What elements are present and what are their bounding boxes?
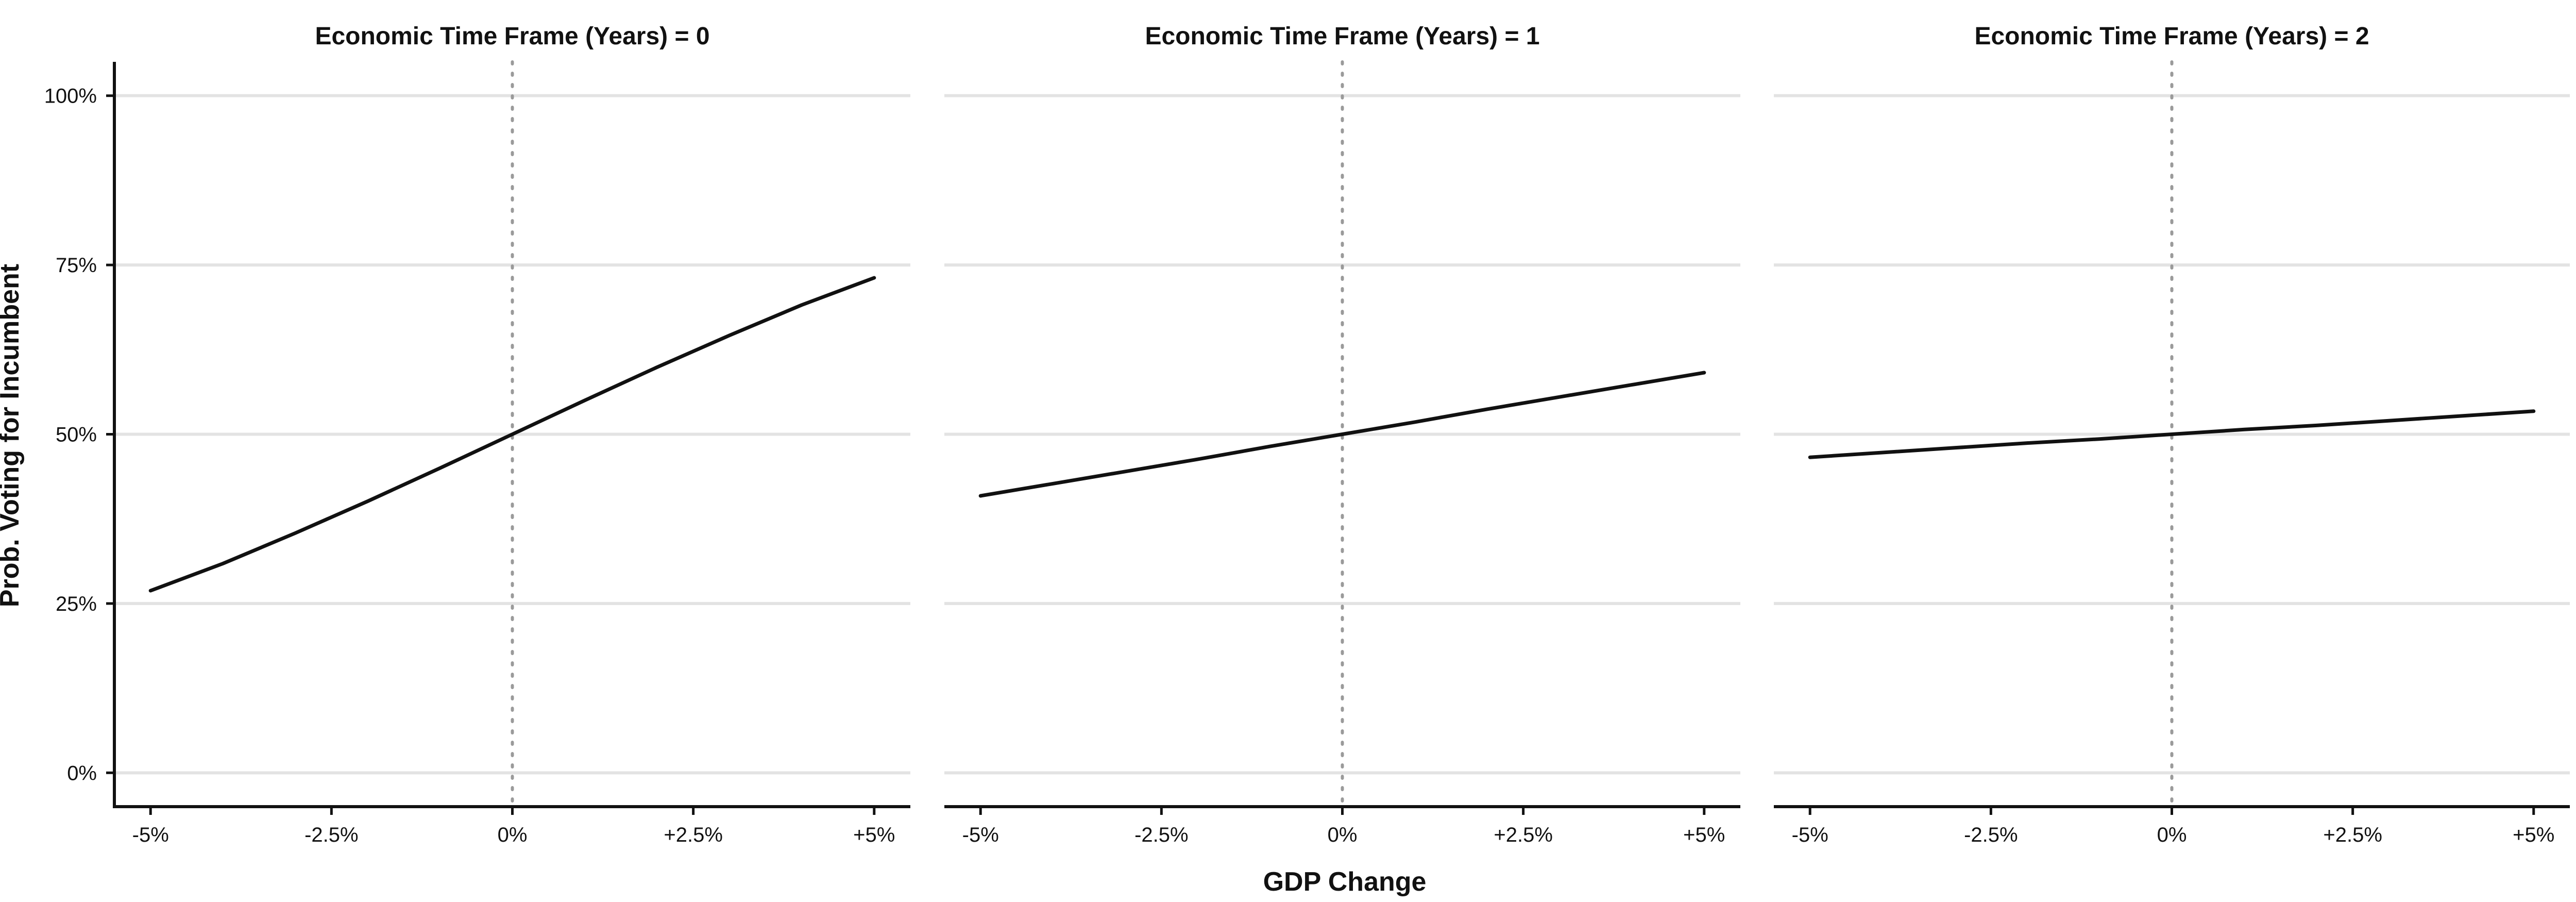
x-tick-label: 0% bbox=[2157, 824, 2187, 846]
series-line bbox=[148, 276, 876, 593]
x-tick-label: +2.5% bbox=[2323, 824, 2382, 846]
y-tick-label: 25% bbox=[56, 593, 97, 615]
y-tick-label: 75% bbox=[56, 254, 97, 277]
panels-layer: -5% -2.5% 0% +2.5% +5% 0% 25% 50% 75% 100% Economi… bbox=[44, 23, 2570, 846]
x-tick-label: 0% bbox=[498, 824, 528, 846]
x-tick-label: +5% bbox=[1683, 824, 1725, 846]
x-tick-label: +2.5% bbox=[664, 824, 723, 846]
y-axis-title: Prob. Voting for Incumbent bbox=[0, 264, 25, 607]
series-line bbox=[978, 371, 1706, 498]
panel-title: Economic Time Frame (Years) = 0 bbox=[315, 23, 709, 50]
series-line bbox=[1808, 409, 2536, 459]
x-tick-label: -5% bbox=[962, 824, 999, 846]
panel-2: -5% -2.5% 0% +2.5% +5% Economic Time Frame (Y… bbox=[944, 23, 1740, 846]
panel-title: Economic Time Frame (Years) = 1 bbox=[1145, 23, 1539, 50]
x-tick-label: +5% bbox=[2513, 824, 2554, 846]
x-tick-label: -2.5% bbox=[1964, 824, 2018, 846]
x-tick-label: -5% bbox=[132, 824, 169, 846]
x-tick-label: +5% bbox=[853, 824, 895, 846]
panel-3: -5% -2.5% 0% +2.5% +5% Economic Time Frame (Y… bbox=[1774, 23, 2570, 846]
x-tick-label: -2.5% bbox=[1134, 824, 1189, 846]
x-tick-label: +2.5% bbox=[1494, 824, 1553, 846]
x-tick-label: 0% bbox=[1328, 824, 1358, 846]
y-tick-label: 50% bbox=[56, 424, 97, 446]
y-tick-label: 100% bbox=[44, 85, 97, 108]
panel-1: -5% -2.5% 0% +2.5% +5% 0% 25% 50% 75% 100% Economi… bbox=[44, 23, 910, 846]
y-tick-label: 0% bbox=[67, 762, 97, 784]
panel-title: Economic Time Frame (Years) = 2 bbox=[1974, 23, 2369, 50]
x-axis-title: GDP Change bbox=[1263, 867, 1427, 897]
x-tick-label: -5% bbox=[1792, 824, 1828, 846]
x-tick-label: -2.5% bbox=[304, 824, 359, 846]
